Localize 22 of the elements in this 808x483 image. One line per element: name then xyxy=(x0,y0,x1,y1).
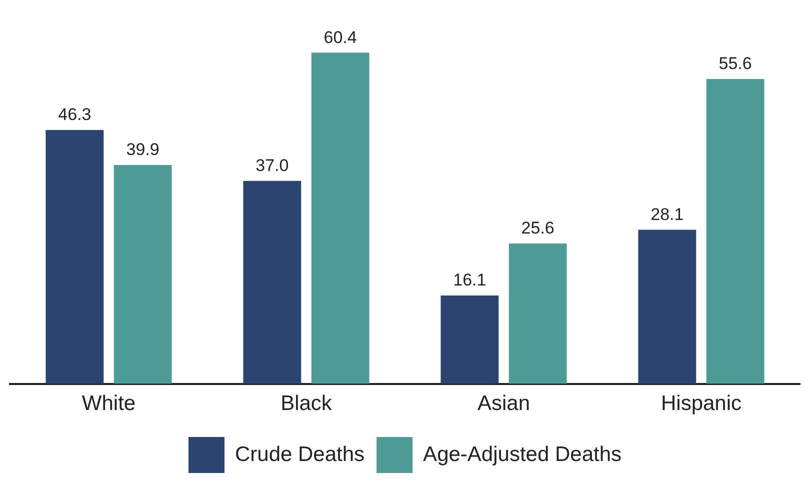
data-label: 55.6 xyxy=(718,54,752,74)
data-label: 25.6 xyxy=(521,218,554,238)
data-label: 60.4 xyxy=(324,28,357,47)
x-tick-label: Hispanic xyxy=(660,392,742,416)
x-tick-label: Black xyxy=(280,392,332,416)
data-label: 37.0 xyxy=(256,156,289,176)
bar xyxy=(638,230,696,384)
data-label: 39.9 xyxy=(126,140,160,160)
bar xyxy=(440,296,499,384)
legend-label: Age-Adjusted Deaths xyxy=(423,442,622,466)
bar xyxy=(46,130,104,384)
legend-label: Crude Deaths xyxy=(234,442,365,466)
bar xyxy=(508,243,567,384)
bar xyxy=(311,52,370,384)
bar xyxy=(114,165,172,384)
data-label: 46.3 xyxy=(58,105,92,124)
bar xyxy=(706,78,764,384)
data-label: 28.1 xyxy=(650,204,684,224)
data-label: 16.1 xyxy=(453,270,486,290)
bar xyxy=(243,180,302,384)
x-tick-label: Asian xyxy=(477,392,530,416)
x-tick-label: White xyxy=(82,392,136,416)
